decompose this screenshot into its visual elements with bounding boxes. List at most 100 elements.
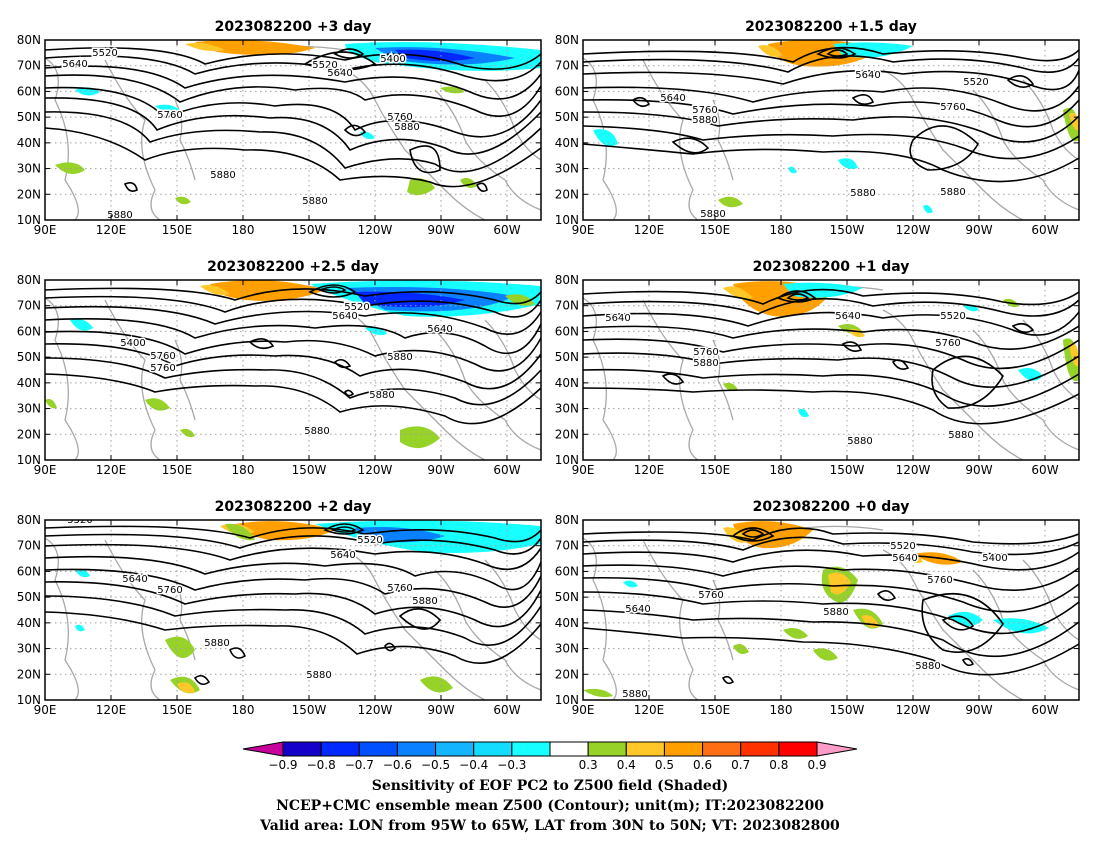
shaded-region [407, 178, 435, 196]
lon-tick-label: 180 [232, 223, 255, 237]
lon-tick-label: 120E [634, 463, 665, 477]
lat-tick-label: 50N [17, 350, 41, 364]
plot-frame [44, 39, 542, 221]
coastlines [583, 525, 1079, 700]
lat-tick-label: 30N [17, 162, 41, 176]
contour-line [248, 338, 275, 350]
contour-line [45, 86, 541, 138]
axis-ticks [44, 279, 541, 461]
shaded-region [788, 166, 797, 174]
contour-label: 5400 [380, 54, 405, 65]
contour-line [333, 48, 365, 59]
shaded-region [195, 40, 315, 56]
lat-tick-label: 20N [555, 187, 579, 201]
contour-line [45, 357, 541, 406]
lon-tick-label: 90E [34, 223, 57, 237]
contour-label: 5880 [387, 352, 412, 363]
contour-line [45, 305, 541, 336]
contour-label: 5520 [890, 541, 915, 552]
colorbar-box [511, 741, 551, 757]
plot-frame [582, 519, 1080, 701]
lon-tick-label: 90W [965, 463, 992, 477]
contour-line [583, 311, 1079, 336]
contour-label: 5400 [120, 338, 145, 349]
contour-line [45, 330, 541, 372]
contour-label: 5880 [948, 430, 973, 441]
lat-tick-label: 70N [17, 299, 41, 313]
contour-line [330, 526, 357, 533]
colorbar-box [358, 741, 398, 757]
contour-line [583, 111, 1079, 143]
shaded-region [180, 428, 195, 438]
lon-tick-label: 180 [770, 223, 793, 237]
contour-label: 5760 [150, 363, 175, 374]
contour-line [631, 96, 651, 108]
plot-frame [44, 279, 542, 461]
lon-tick-label: 120E [96, 223, 127, 237]
lat-tick-label: 50N [555, 110, 579, 124]
contour-line [45, 595, 541, 646]
contour-label: 5760 [940, 102, 965, 113]
contour-line [583, 368, 1079, 407]
contour-line [583, 527, 1079, 545]
lat-tick-label: 70N [555, 539, 579, 553]
plot-background [583, 520, 1079, 700]
colorbar-tick-label: −0.9 [268, 758, 297, 772]
contour-line [45, 568, 541, 608]
shaded-region [440, 86, 465, 94]
z500-contours [45, 47, 541, 192]
contour-line [583, 627, 1079, 676]
contour-label: 5520 [67, 515, 92, 526]
lat-tick-label: 30N [555, 642, 579, 656]
shaded-region [200, 285, 230, 295]
contour-label: 5520 [963, 77, 988, 88]
contour-line [45, 343, 541, 390]
contour-label: 5640 [327, 68, 352, 79]
contour-label: 5520 [344, 302, 369, 313]
lat-tick-label: 50N [17, 110, 41, 124]
colorbar-box [549, 741, 589, 757]
shaded-region [177, 682, 195, 693]
contour-label: 5640 [427, 324, 452, 335]
contour-line [776, 290, 817, 303]
z500-contours [583, 527, 1079, 685]
lon-tick-label: 60W [1031, 463, 1058, 477]
gridlines [583, 520, 1079, 700]
contour-label: 5760 [927, 575, 952, 586]
contour-line [45, 65, 541, 100]
lon-tick-label: 90E [572, 463, 595, 477]
colorbar-tick-label: −0.8 [307, 758, 336, 772]
contour-label: 5880 [700, 209, 725, 220]
panel-title: 2023082200 +2 day [215, 499, 372, 515]
lon-tick-label: 150E [700, 703, 731, 717]
plot-background [583, 280, 1079, 460]
contour-label: 5880 [204, 638, 229, 649]
shaded-region [420, 676, 453, 693]
shaded-region [155, 104, 180, 112]
lon-tick-label: 150W [830, 463, 865, 477]
contour-line [45, 543, 541, 571]
contour-line [583, 46, 1079, 63]
shaded-region [623, 580, 638, 588]
lat-tick-labels: 80N 70N 60N 50N 40N 30N 20N 10N [555, 33, 579, 227]
contour-line [45, 47, 541, 70]
contour-line [475, 182, 488, 192]
lon-tick-label: 150E [162, 223, 193, 237]
shaded-region [723, 382, 738, 392]
contour-line [333, 358, 352, 369]
contour-line [826, 49, 849, 57]
lon-tick-label: 90E [34, 463, 57, 477]
contour-line [891, 359, 910, 370]
colorbar-box [435, 741, 475, 757]
contour-label: 5880 [369, 390, 394, 401]
contour-line [1006, 75, 1035, 88]
lon-tick-label: 120W [896, 223, 931, 237]
lat-tick-label: 50N [555, 590, 579, 604]
shaded-region [758, 45, 783, 57]
lat-tick-label: 80N [17, 33, 41, 47]
